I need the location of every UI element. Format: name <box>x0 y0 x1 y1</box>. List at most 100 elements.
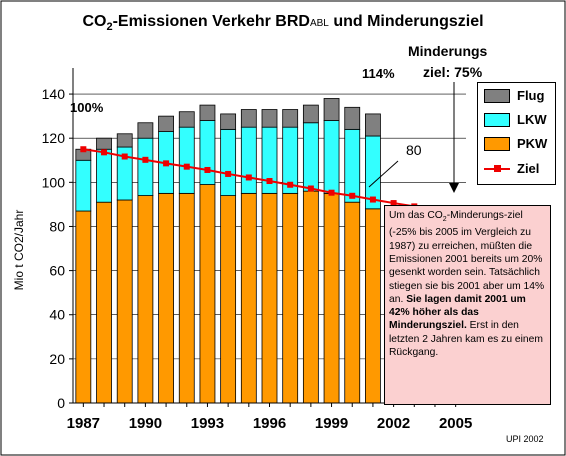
legend-item-lkw: LKW <box>484 111 554 129</box>
target-point-1989 <box>121 153 128 160</box>
bar-flug-1990 <box>137 122 154 139</box>
y-tick-label-140: 140 <box>42 86 66 102</box>
y-tick-label-120: 120 <box>42 130 66 146</box>
note-text-bold: Sie lagen damit 2001 um 42% höher als da… <box>389 293 526 332</box>
bar-pkw-1991 <box>158 192 174 404</box>
bar-lkw-1987 <box>75 159 92 212</box>
chart-title: CO2-Emissionen Verkehr BRDABL und Minder… <box>82 13 483 33</box>
bar-pkw-1994 <box>220 195 237 404</box>
x-tick-label-1987: 1987 <box>67 415 100 432</box>
bar-pkw-1993 <box>199 184 216 404</box>
bars-group <box>75 98 381 404</box>
annotation-114-percent: 114% <box>362 66 395 81</box>
x-tick-label-1999: 1999 <box>315 415 348 432</box>
bar-lkw-1988 <box>96 148 112 203</box>
bar-pkw-1997 <box>282 192 299 404</box>
target-arrow-head <box>449 183 459 193</box>
x-tick-label-1993: 1993 <box>191 415 224 432</box>
bar-lkw-1993 <box>199 120 216 185</box>
legend-item-ziel: Ziel <box>484 160 554 178</box>
bar-flug-1991 <box>158 115 174 132</box>
bar-pkw-2001 <box>365 208 381 404</box>
bar-flug-1993 <box>199 104 216 121</box>
target-point-1996 <box>266 178 273 185</box>
credit-label: UPI 2002 <box>506 434 544 444</box>
bar-flug-1997 <box>282 109 299 128</box>
annotation-minderungs: Minderungs <box>408 43 488 59</box>
annotation-ziel-75: ziel: 75% <box>423 64 483 80</box>
legend: Flug LKW PKW Ziel <box>477 82 556 185</box>
legend-label-ziel: Ziel <box>517 161 540 176</box>
y-tick-label-60: 60 <box>49 263 65 279</box>
target-point-1991 <box>163 160 170 167</box>
annotation-100-percent: 100% <box>70 100 104 115</box>
target-point-1997 <box>287 181 294 188</box>
target-point-1998 <box>307 185 314 192</box>
note-subscript: 2 <box>442 216 447 224</box>
bar-flug-2001 <box>365 113 381 137</box>
bar-pkw-1999 <box>323 192 340 404</box>
bar-flug-1998 <box>302 104 319 124</box>
bar-flug-1999 <box>323 98 340 121</box>
target-point-1992 <box>183 163 190 170</box>
bar-pkw-1996 <box>261 192 278 404</box>
bar-pkw-1992 <box>178 192 195 404</box>
bar-pkw-2000 <box>344 201 361 404</box>
x-tick-label-2005: 2005 <box>439 415 472 432</box>
bar-pkw-1995 <box>240 192 257 404</box>
target-point-1993 <box>204 166 211 173</box>
note-text-part1: Um das CO <box>389 210 443 221</box>
bar-lkw-1999 <box>323 120 340 194</box>
target-point-2001 <box>369 196 376 203</box>
bar-lkw-1994 <box>220 128 237 196</box>
note-text-part3: Erst in den letzten 2 Jahren kam es zu e… <box>389 320 543 359</box>
legend-label-pkw: PKW <box>517 136 548 151</box>
y-tick-label-100: 100 <box>42 174 66 190</box>
bar-pkw-1989 <box>116 199 133 404</box>
axes-group: 0 20 40 60 80 100 120 140 1987 1990 1993 1996 1999 20… <box>42 68 472 432</box>
bar-flug-2000 <box>344 106 361 130</box>
x-tick-label-1996: 1996 <box>253 415 286 432</box>
target-point-1995 <box>245 174 252 181</box>
target-point-1990 <box>142 156 149 163</box>
y-tick-label-80: 80 <box>49 218 65 234</box>
annotation-80-leader <box>368 160 399 188</box>
bar-flug-1992 <box>178 111 195 128</box>
legend-label-flug: Flug <box>517 88 545 103</box>
bar-flug-1994 <box>220 113 237 130</box>
bar-flug-1988 <box>96 137 112 150</box>
bar-pkw-1987 <box>75 210 92 404</box>
bar-flug-1989 <box>116 133 133 148</box>
bar-lkw-1990 <box>137 137 154 196</box>
legend-item-flug: Flug <box>484 87 554 105</box>
target-point-1987 <box>80 146 87 153</box>
y-axis-label: Mio t CO2/Jahr <box>12 210 26 291</box>
bar-lkw-2000 <box>344 128 361 203</box>
legend-marker-ziel <box>494 165 501 172</box>
y-tick-label-40: 40 <box>49 307 65 323</box>
y-tick-label-20: 20 <box>49 351 65 367</box>
x-tick-label-2002: 2002 <box>377 415 410 432</box>
bar-flug-1996 <box>261 109 278 128</box>
target-point-2002 <box>390 200 397 207</box>
bar-lkw-1995 <box>240 126 257 194</box>
bar-lkw-1992 <box>178 126 195 194</box>
y-tick-label-0: 0 <box>57 395 65 411</box>
legend-swatch-pkw <box>484 137 510 151</box>
bar-pkw-1998 <box>302 190 319 404</box>
bar-pkw-1988 <box>96 201 112 404</box>
x-tick-label-1990: 1990 <box>129 415 162 432</box>
target-point-1988 <box>101 149 108 156</box>
annotation-80: 80 <box>406 142 422 158</box>
bar-flug-1995 <box>240 109 257 128</box>
target-point-1994 <box>225 170 232 177</box>
target-point-2000 <box>349 192 356 199</box>
target-point-1999 <box>328 189 335 196</box>
legend-item-pkw: PKW <box>484 135 554 153</box>
bar-lkw-1998 <box>302 122 319 192</box>
bar-pkw-1990 <box>137 195 154 404</box>
legend-label-lkw: LKW <box>517 112 547 127</box>
